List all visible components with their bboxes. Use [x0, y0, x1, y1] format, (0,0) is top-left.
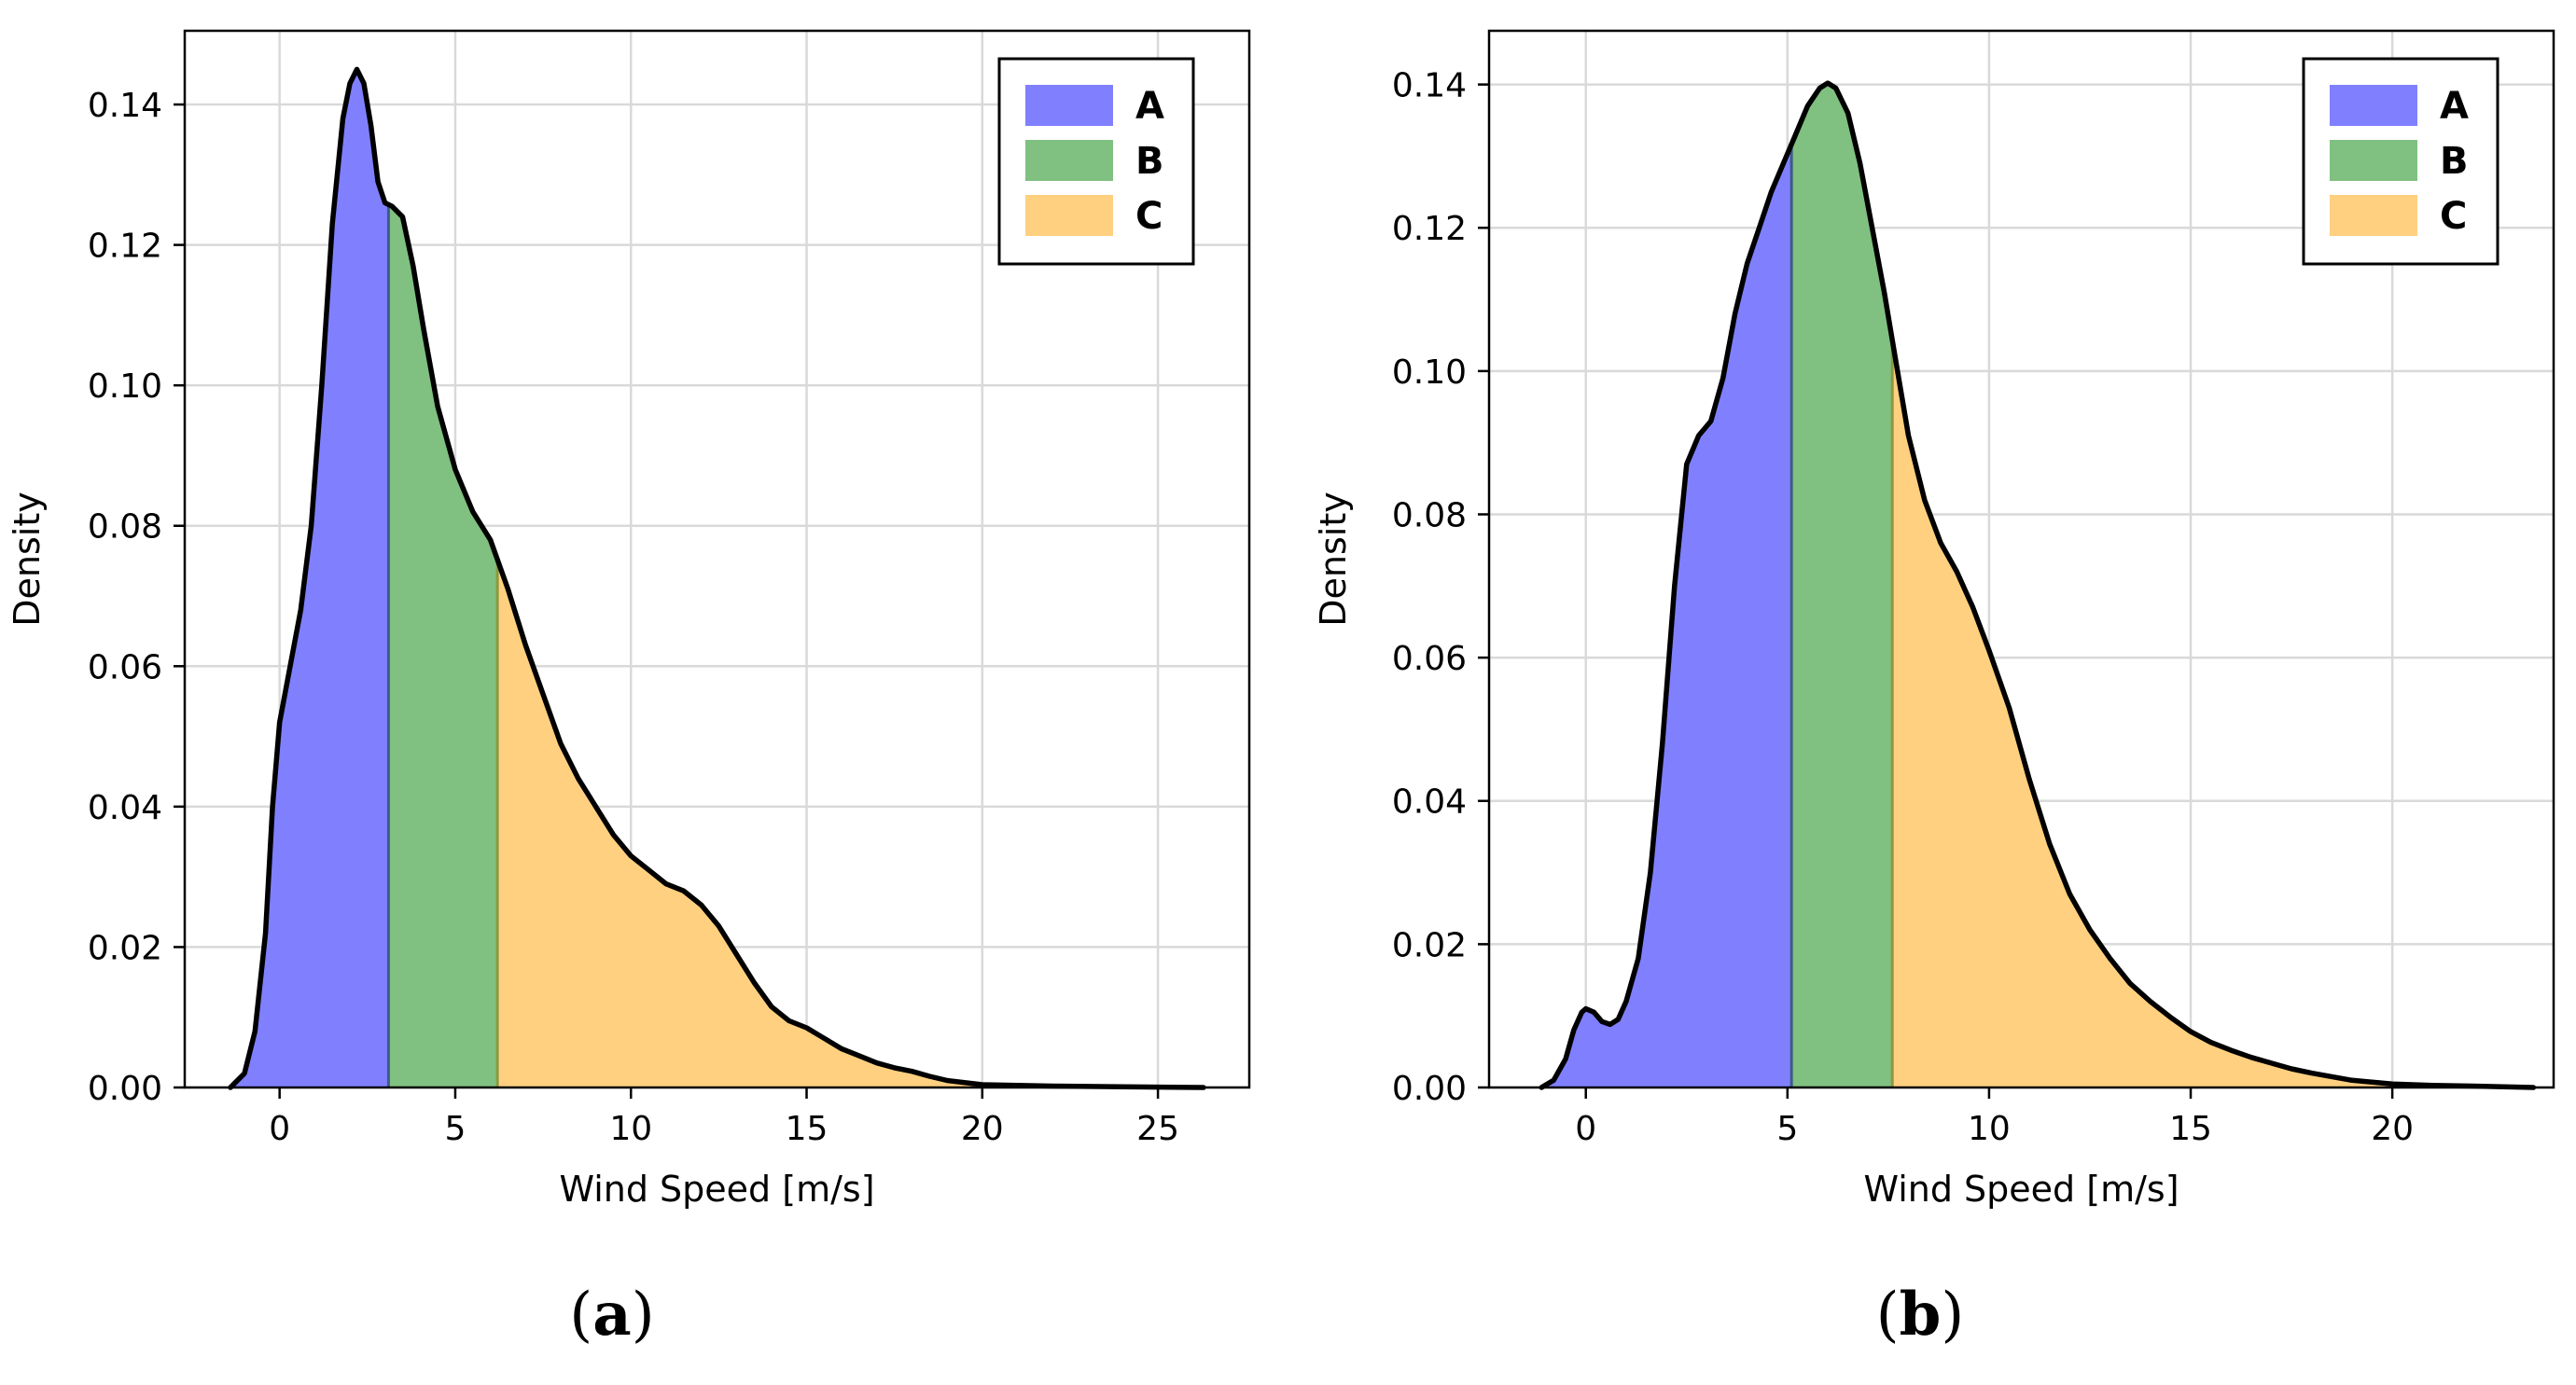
- region-B: [1791, 83, 1893, 1088]
- legend-label-A: A: [2440, 85, 2469, 128]
- x-tick-label: 10: [609, 1110, 652, 1148]
- caption-b: (b): [1875, 1280, 1965, 1350]
- legend-swatch-B: [1025, 140, 1113, 181]
- x-tick-label: 0: [269, 1110, 290, 1148]
- x-tick-label: 5: [445, 1110, 466, 1148]
- legend-label-B: B: [1135, 140, 1164, 183]
- legend-swatch-B: [2330, 140, 2417, 181]
- legend-swatch-C: [1025, 195, 1113, 236]
- y-tick-label: 0.02: [88, 929, 162, 967]
- y-axis-label: Density: [1313, 492, 1354, 626]
- x-tick-label: 15: [2169, 1110, 2212, 1148]
- region-C: [1892, 339, 2534, 1088]
- axes-frame: [183, 29, 1251, 1089]
- y-axis-label: Density: [7, 492, 48, 626]
- y-tick-label: 0.08: [88, 508, 162, 547]
- region-C: [497, 559, 1204, 1087]
- x-tick-label: 20: [2371, 1110, 2414, 1148]
- y-tick-label: 0.12: [88, 228, 162, 266]
- y-tick-label: 0.00: [1392, 1070, 1467, 1108]
- x-tick-label: 25: [1136, 1110, 1179, 1148]
- y-tick-label: 0.06: [1392, 640, 1467, 678]
- y-tick-label: 0.04: [1392, 783, 1467, 822]
- y-tick-label: 0.08: [1392, 496, 1467, 534]
- region-A: [1541, 144, 1792, 1088]
- y-tick-label: 0.04: [88, 789, 162, 827]
- y-tick-label: 0.10: [88, 367, 162, 406]
- legend: ABC: [997, 57, 1195, 266]
- density-curve: [228, 66, 1206, 1090]
- caption-a: (a): [569, 1280, 655, 1350]
- region-A: [230, 69, 389, 1087]
- x-tick-label: 10: [1968, 1110, 2011, 1148]
- legend-swatch-C: [2330, 195, 2417, 236]
- y-tick-label: 0.06: [88, 648, 162, 686]
- x-tick-label: 5: [1776, 1110, 1798, 1148]
- x-axis-label: Wind Speed [m/s]: [1863, 1169, 2179, 1210]
- axes-frame: [1487, 29, 2555, 1089]
- y-tick-label: 0.12: [1392, 210, 1467, 248]
- region-B: [388, 204, 498, 1088]
- x-axis-label: Wind Speed [m/s]: [559, 1169, 874, 1210]
- legend-label-C: C: [2440, 195, 2467, 238]
- x-tick-label: 20: [961, 1110, 1004, 1148]
- y-tick-label: 0.02: [1392, 926, 1467, 964]
- y-tick-label: 0.10: [1392, 353, 1467, 392]
- legend: ABC: [2302, 57, 2499, 266]
- legend-label-C: C: [1135, 195, 1163, 238]
- legend-label-A: A: [1135, 85, 1164, 128]
- x-tick-label: 0: [1575, 1110, 1596, 1148]
- density-curve: [1539, 80, 2537, 1090]
- y-tick-label: 0.14: [88, 87, 162, 125]
- legend-swatch-A: [2330, 85, 2417, 126]
- legend-swatch-A: [1025, 85, 1113, 126]
- chart-a: 0 5 10 15 20 25 0.00 0.02 0.04 0.06 0.08 0.10 0.12 0.…: [7, 29, 1251, 1210]
- legend-label-B: B: [2440, 140, 2469, 183]
- x-tick-label: 15: [786, 1110, 828, 1148]
- chart-b: 0 5 10 15 20 0.00 0.02 0.04 0.06 0.08 0.10 0.12 0.14…: [1313, 29, 2555, 1210]
- y-tick-label: 0.00: [88, 1070, 162, 1108]
- y-tick-label: 0.14: [1392, 67, 1467, 105]
